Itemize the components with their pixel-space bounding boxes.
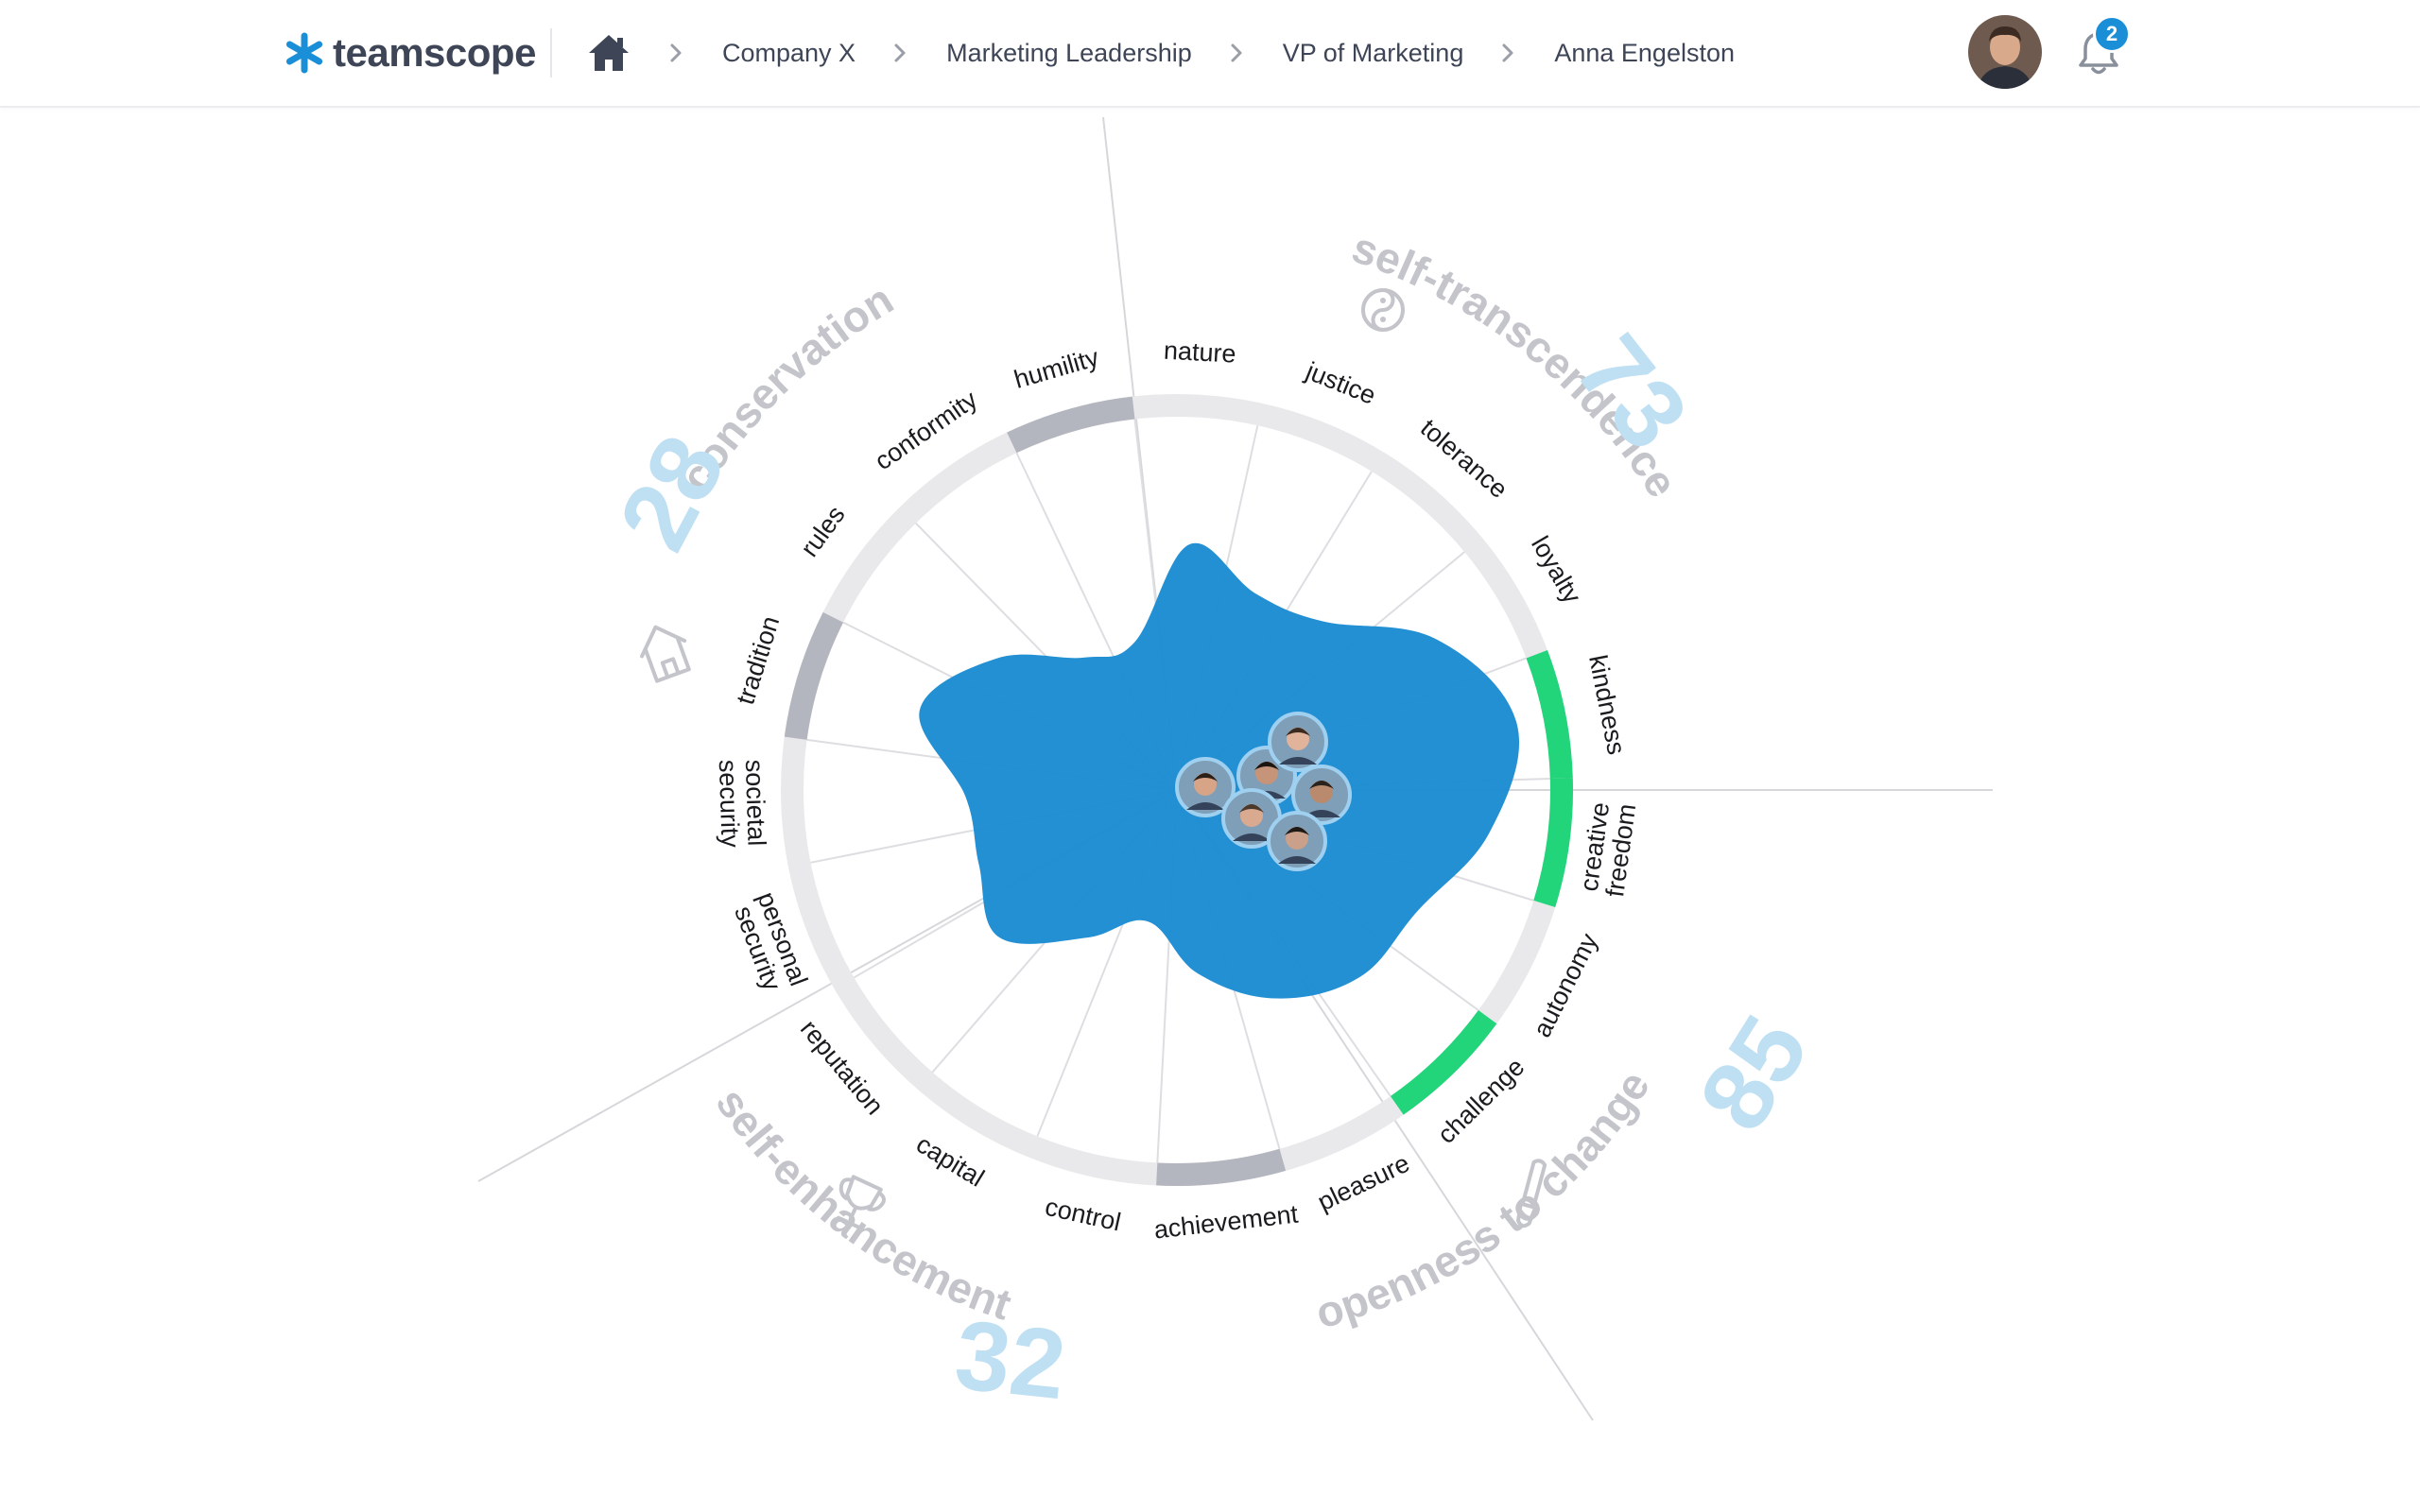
highlight-arc bbox=[1526, 650, 1573, 780]
value-label[interactable]: achievement bbox=[1152, 1200, 1300, 1245]
value-label[interactable]: nature bbox=[1163, 336, 1236, 369]
value-label[interactable]: justice bbox=[1301, 356, 1379, 410]
value-label[interactable]: creativefreedom bbox=[1575, 799, 1642, 899]
group-score: 73 bbox=[1555, 316, 1709, 470]
avatar-photo bbox=[1968, 15, 2042, 89]
value-label[interactable]: tradition bbox=[731, 612, 785, 708]
value-label-line: security bbox=[714, 759, 745, 848]
value-label[interactable]: kindness bbox=[1583, 653, 1631, 757]
breadcrumb: Company X Marketing Leadership VP of Mar… bbox=[586, 28, 1735, 77]
value-label-line: societal bbox=[740, 759, 771, 846]
value-label-line: kindness bbox=[1583, 653, 1631, 757]
chevron-right-icon bbox=[1502, 43, 1513, 62]
notification-badge: 2 bbox=[2093, 15, 2131, 53]
team-member-avatar[interactable] bbox=[1175, 757, 1236, 817]
value-label-line: capital bbox=[911, 1130, 989, 1193]
highlight-arc bbox=[784, 611, 844, 740]
chevron-right-icon bbox=[894, 43, 906, 62]
value-label[interactable]: pleasure bbox=[1313, 1149, 1413, 1217]
top-bar: teamscope Company X Marketing Leadership… bbox=[0, 0, 2420, 108]
value-label-line: tradition bbox=[731, 612, 785, 708]
value-label[interactable]: humility bbox=[1011, 343, 1102, 394]
header-divider bbox=[550, 28, 552, 77]
logo-text: teamscope bbox=[333, 30, 536, 75]
value-label[interactable]: control bbox=[1043, 1193, 1124, 1237]
highlight-arc bbox=[1156, 1148, 1287, 1186]
value-label[interactable]: capital bbox=[911, 1130, 989, 1193]
chevron-right-icon bbox=[1231, 43, 1242, 62]
house-icon bbox=[640, 625, 691, 683]
value-label-line: achievement bbox=[1152, 1200, 1300, 1245]
highlight-arcs bbox=[784, 396, 1573, 1186]
value-label-line: pleasure bbox=[1313, 1149, 1413, 1217]
team-member-avatars bbox=[1175, 712, 1352, 871]
asterisk-logo-icon bbox=[285, 32, 323, 74]
chevron-right-icon bbox=[670, 43, 682, 62]
team-member-avatar[interactable] bbox=[1268, 712, 1328, 772]
breadcrumb-person[interactable]: Anna Engelston bbox=[1554, 38, 1735, 67]
value-label-line: humility bbox=[1011, 343, 1102, 394]
breadcrumb-company[interactable]: Company X bbox=[722, 38, 856, 67]
yin-yang-icon bbox=[1361, 288, 1405, 332]
value-label-line: rules bbox=[795, 501, 851, 562]
group-score: 32 bbox=[950, 1300, 1070, 1420]
team-member-avatar[interactable] bbox=[1267, 811, 1327, 871]
highlight-arc bbox=[1390, 1009, 1497, 1115]
value-label-line: control bbox=[1043, 1193, 1124, 1237]
brush-icon bbox=[1515, 1159, 1547, 1228]
teamscope-logo[interactable]: teamscope bbox=[284, 25, 536, 81]
value-label[interactable]: rules bbox=[795, 501, 851, 562]
value-label[interactable]: loyalty bbox=[1526, 531, 1587, 609]
value-label-line: justice bbox=[1301, 356, 1379, 410]
value-label-line: loyalty bbox=[1526, 531, 1587, 609]
group-score: 85 bbox=[1679, 998, 1830, 1149]
value-label-line: nature bbox=[1163, 336, 1236, 369]
breadcrumb-role[interactable]: VP of Marketing bbox=[1282, 38, 1464, 67]
highlight-arc bbox=[1533, 778, 1573, 907]
value-label[interactable]: societalsecurity bbox=[714, 759, 771, 849]
breadcrumb-team[interactable]: Marketing Leadership bbox=[946, 38, 1192, 67]
user-avatar[interactable] bbox=[1968, 15, 2042, 89]
highlight-arc bbox=[1007, 396, 1135, 454]
home-icon[interactable] bbox=[586, 32, 631, 74]
trophy-icon bbox=[836, 1175, 886, 1229]
team-member-avatar[interactable] bbox=[1291, 765, 1352, 825]
